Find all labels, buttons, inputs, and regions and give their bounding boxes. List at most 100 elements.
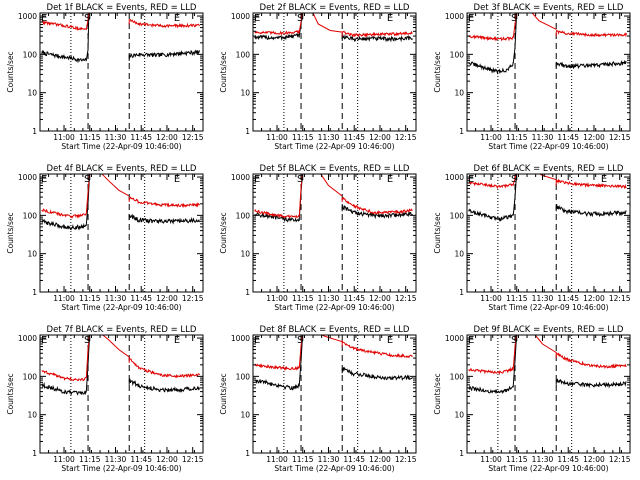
series-line-post (341, 366, 413, 381)
marker-left: E (254, 13, 260, 24)
y-tick-label: 100 (236, 372, 251, 381)
y-tick-label: 10 (240, 89, 250, 98)
y-axis-label: Counts/sec (6, 373, 15, 414)
x-tick-label: 11:00 (480, 294, 502, 303)
y-tick-label: 1 (459, 449, 464, 458)
y-tick-label: 10 (27, 411, 37, 420)
series-line-decay (312, 13, 343, 33)
marker-mid: S (297, 13, 303, 24)
x-tick-label: 11:45 (557, 294, 579, 303)
series-line-post (555, 351, 627, 369)
chart-panel: Det 6f BLACK = Events, RED = LLD 1 10 100 10… (433, 164, 631, 312)
x-tick-label: 12:00 (583, 133, 605, 142)
series-line-pre (41, 13, 90, 63)
x-tick-label: 11:15 (506, 455, 528, 464)
y-tick-label: 100 (450, 211, 465, 220)
series-line-pre (254, 174, 303, 219)
plot-frame (252, 334, 417, 454)
plot-frame (252, 173, 417, 293)
x-tick-label: 12:00 (583, 294, 605, 303)
x-tick-label: 12:00 (156, 133, 178, 142)
series-line-pre (468, 335, 518, 395)
y-tick-label: 1000 (231, 12, 250, 21)
x-tick-label: 12:15 (395, 133, 417, 142)
series-line-pre (254, 335, 304, 391)
marker-left: E (41, 174, 47, 185)
series-line-post (128, 196, 200, 209)
y-axis-label: Counts/sec (219, 51, 228, 92)
y-tick-label: 10 (27, 250, 37, 259)
marker-left: E (254, 174, 260, 185)
x-tick-label: 11:30 (318, 294, 340, 303)
series-line-post (555, 178, 627, 190)
y-axis-label: Counts/sec (433, 212, 442, 253)
series-line-post (341, 196, 413, 216)
x-tick-label: 11:00 (480, 133, 502, 142)
y-axis-label: Counts/sec (433, 373, 442, 414)
chart-title: Det 6f BLACK = Events, RED = LLD (474, 164, 624, 174)
y-tick-label: 10 (454, 250, 464, 259)
x-tick-label: 11:15 (79, 455, 101, 464)
y-tick-label: 1000 (18, 334, 37, 343)
marker-left: E (41, 13, 47, 24)
marker-mid: S (511, 13, 517, 24)
marker-right: E (387, 335, 393, 346)
x-tick-label: 11:30 (532, 294, 554, 303)
y-tick-label: 10 (240, 250, 250, 259)
y-tick-label: 1 (245, 449, 250, 458)
y-axis-label: Counts/sec (219, 212, 228, 253)
series-line-post (341, 205, 413, 220)
x-tick-label: 11:30 (105, 455, 127, 464)
series-line-post (128, 378, 200, 393)
x-tick-label: 12:15 (609, 455, 631, 464)
marker-mid: S (511, 335, 517, 346)
marker-right: E (601, 174, 607, 185)
marker-right: E (601, 335, 607, 346)
series-line-pre (468, 174, 518, 223)
x-tick-label: 12:00 (583, 455, 605, 464)
marker-left: E (254, 335, 260, 346)
x-tick-label: 11:45 (130, 455, 152, 464)
y-tick-label: 1 (245, 127, 250, 136)
x-tick-label: 12:15 (182, 133, 204, 142)
plot-frame (466, 173, 631, 293)
x-tick-label: 11:00 (480, 455, 502, 464)
chart-panel: Det 1f BLACK = Events, RED = LLD 1 10 100 10… (6, 3, 204, 151)
marker-mid: S (297, 335, 303, 346)
y-tick-label: 100 (23, 50, 38, 59)
y-axis-label: Counts/sec (6, 51, 15, 92)
x-tick-label: 11:45 (557, 133, 579, 142)
x-tick-label: 11:15 (79, 294, 101, 303)
x-tick-label: 11:30 (318, 455, 340, 464)
y-tick-label: 1 (459, 288, 464, 297)
series-line-post (341, 339, 413, 359)
x-tick-label: 11:45 (343, 133, 365, 142)
y-tick-label: 100 (23, 211, 38, 220)
x-tick-label: 11:15 (79, 133, 101, 142)
x-tick-label: 11:00 (53, 294, 75, 303)
y-tick-label: 100 (450, 50, 465, 59)
series-line-pre (41, 174, 91, 231)
marker-mid: S (511, 174, 517, 185)
x-tick-label: 12:15 (609, 294, 631, 303)
series-line-pre (468, 335, 517, 376)
x-tick-label: 12:00 (369, 294, 391, 303)
marker-mid: S (84, 335, 90, 346)
x-tick-label: 11:30 (532, 133, 554, 142)
marker-right: E (174, 335, 180, 346)
y-tick-label: 1000 (18, 12, 37, 21)
marker-left: E (41, 335, 47, 346)
plot-frame (39, 173, 204, 293)
chart-title: Det 8f BLACK = Events, RED = LLD (260, 325, 410, 335)
chart-panel: Det 2f BLACK = Events, RED = LLD 1 10 100 10… (219, 3, 417, 151)
y-tick-label: 1000 (445, 173, 464, 182)
y-axis-label: Counts/sec (433, 51, 442, 92)
chart-panel: Det 3f BLACK = Events, RED = LLD 1 10 100 10… (433, 3, 631, 151)
marker-right: E (387, 174, 393, 185)
x-tick-label: 11:00 (53, 455, 75, 464)
y-tick-label: 1000 (445, 334, 464, 343)
x-tick-label: 11:00 (266, 133, 288, 142)
x-tick-label: 12:15 (609, 133, 631, 142)
series-line-decay (101, 335, 130, 358)
x-tick-label: 11:15 (292, 294, 314, 303)
